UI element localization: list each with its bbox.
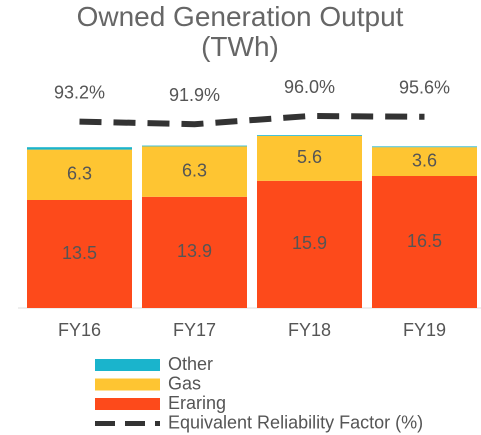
x-tick-label: FY18 (288, 320, 331, 340)
legend-label: Gas (168, 373, 201, 393)
data-label: 6.3 (182, 160, 207, 180)
bar-segment (142, 146, 247, 197)
chart-title: Owned Generation Output (TWh) (76, 1, 404, 62)
data-label: 3.6 (412, 150, 437, 170)
legend-label: Other (168, 354, 213, 374)
bar-segment (257, 136, 362, 181)
bar-segment (372, 176, 477, 308)
bar-segment (27, 147, 132, 150)
bar-segment (27, 149, 132, 200)
data-label: 15.9 (292, 233, 327, 253)
data-label: 96.0% (284, 77, 335, 97)
data-label: 13.9 (177, 241, 212, 261)
line-series (79, 112, 425, 128)
x-tick-label: FY17 (173, 320, 216, 340)
data-label: 6.3 (67, 164, 92, 184)
data-label: 16.5 (407, 231, 442, 251)
data-label: 5.6 (297, 147, 322, 167)
legend-swatch (95, 398, 160, 410)
data-label: 13.5 (62, 243, 97, 263)
legend-swatch (95, 378, 160, 391)
x-tick-label: FY19 (403, 320, 446, 340)
legend-label: Eraring (168, 393, 226, 413)
bar-segment (372, 147, 477, 176)
data-label: 93.2% (54, 82, 105, 102)
data-label: 91.9% (169, 85, 220, 105)
bar-segment (27, 200, 132, 308)
legend-label: Equivalent Reliability Factor (%) (168, 412, 423, 432)
bar-segment (257, 135, 362, 136)
legend-swatch (95, 359, 160, 371)
bar-segment (142, 196, 247, 308)
data-label: 95.6% (399, 78, 450, 98)
bar-segment (257, 180, 362, 308)
x-tick-label: FY16 (58, 320, 101, 340)
bar-segment (372, 146, 477, 148)
bar-segment (142, 145, 247, 147)
